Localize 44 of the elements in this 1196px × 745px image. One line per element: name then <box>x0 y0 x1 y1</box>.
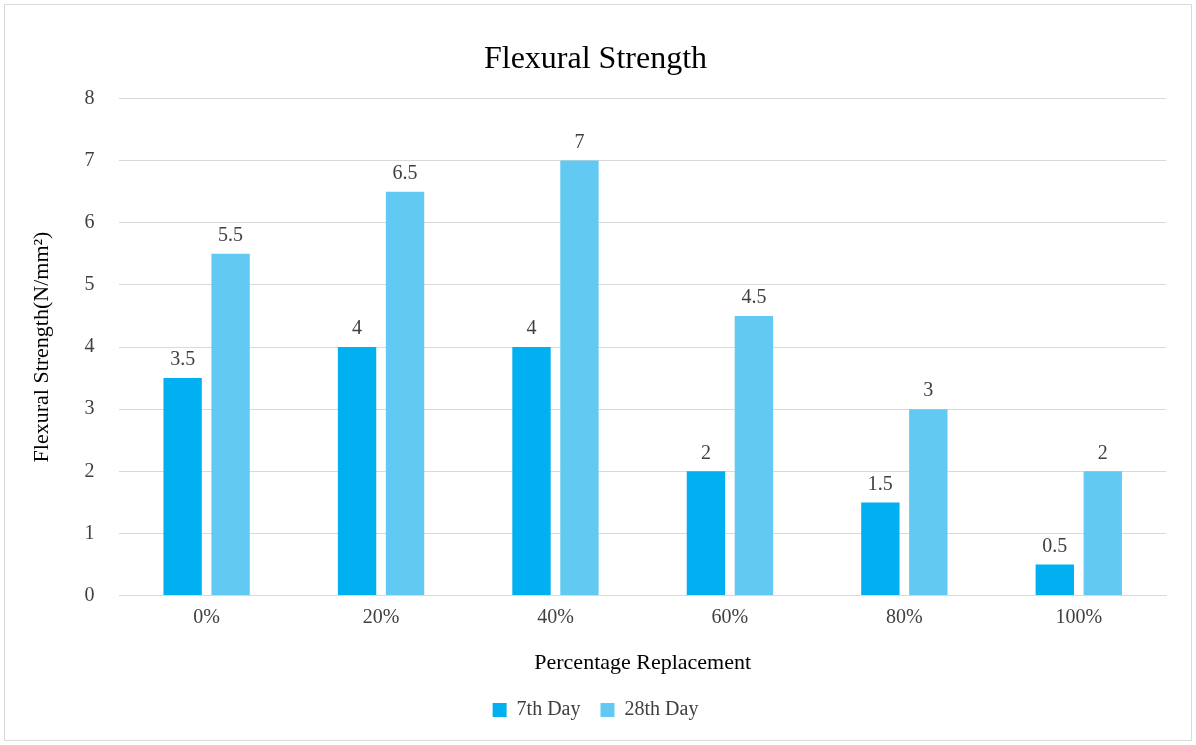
y-tick-label: 5 <box>84 272 95 295</box>
bar <box>385 191 425 596</box>
x-tick-label: 60% <box>711 604 749 627</box>
data-label: 5.5 <box>218 223 244 246</box>
y-tick-label: 8 <box>84 85 95 108</box>
y-tick-label: 2 <box>84 458 95 481</box>
x-axis-title: Percentage Replacement <box>534 648 752 674</box>
data-label: 2 <box>700 440 711 463</box>
data-label: 1.5 <box>867 471 893 494</box>
legend-label: 28th Day <box>624 697 699 721</box>
y-tick-label: 1 <box>84 520 95 543</box>
bar <box>861 502 900 596</box>
bar <box>1035 564 1074 596</box>
x-tick-label: 20% <box>362 604 400 627</box>
bar <box>734 315 774 596</box>
data-label: 4 <box>352 316 363 339</box>
data-label: 4.5 <box>741 285 767 308</box>
data-label: 4 <box>526 316 537 339</box>
bar <box>686 471 726 596</box>
data-label: 0.5 <box>1042 533 1068 556</box>
bar <box>163 378 202 596</box>
bar <box>909 409 948 596</box>
y-axis-title: Flexural Strength(N/mm²) <box>27 231 53 463</box>
bar <box>560 160 599 596</box>
data-label: 7 <box>574 129 585 152</box>
bar <box>211 253 250 596</box>
data-label: 3 <box>923 378 934 401</box>
data-label: 3.5 <box>170 347 196 370</box>
y-tick-label: 0 <box>84 582 95 605</box>
bar <box>512 347 551 596</box>
x-tick-label: 40% <box>537 604 574 627</box>
y-tick-label: 6 <box>84 209 95 232</box>
y-tick-label: 4 <box>84 334 95 357</box>
x-tick-label: 100% <box>1055 604 1103 627</box>
data-label: 6.5 <box>392 160 418 183</box>
chart-title: Flexural Strength <box>483 38 708 75</box>
bar <box>1083 471 1122 596</box>
y-tick-label: 3 <box>84 396 95 419</box>
bar <box>337 347 377 596</box>
data-label: 2 <box>1097 440 1108 463</box>
x-tick-label: 80% <box>886 604 923 627</box>
y-tick-label: 7 <box>84 147 95 170</box>
legend-label: 7th Day <box>516 697 581 721</box>
x-tick-label: 0% <box>193 604 220 627</box>
